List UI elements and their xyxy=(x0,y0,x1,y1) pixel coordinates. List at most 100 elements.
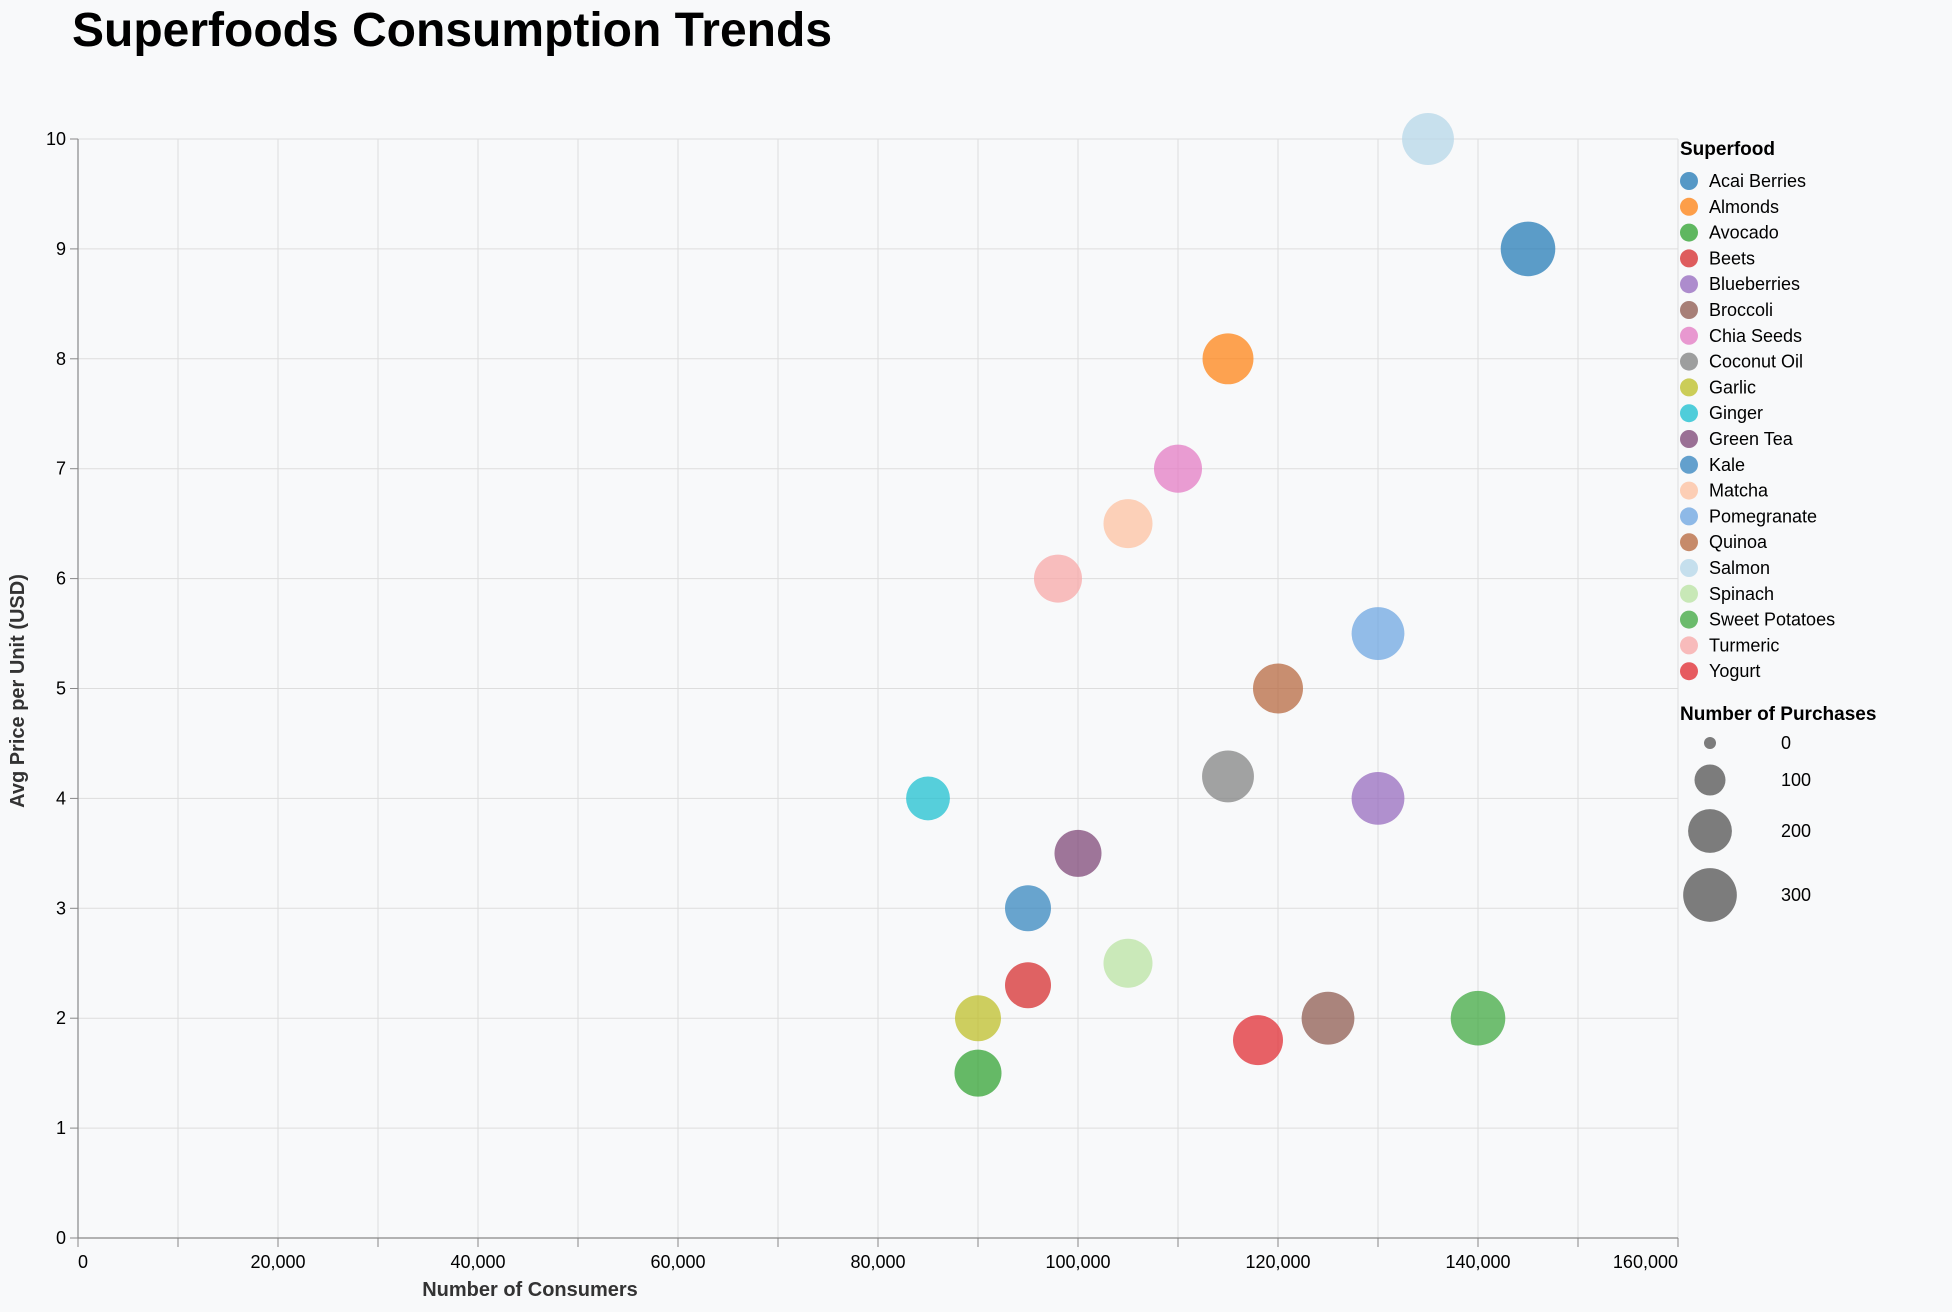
legend-label: Broccoli xyxy=(1709,300,1773,320)
legend-swatch xyxy=(1680,404,1698,423)
x-tick-label: 20,000 xyxy=(250,1252,305,1272)
size-legend-swatch xyxy=(1694,764,1726,796)
data-point xyxy=(1402,113,1454,165)
legend-swatch xyxy=(1680,378,1698,397)
data-point xyxy=(1103,499,1153,549)
data-point xyxy=(1202,333,1254,385)
y-axis-title: Avg Price per Unit (USD) xyxy=(7,574,29,808)
legend-label: Garlic xyxy=(1709,377,1756,397)
size-legend-label: 100 xyxy=(1781,770,1811,790)
data-point xyxy=(955,995,1001,1042)
legend-swatch xyxy=(1680,662,1698,681)
y-tick-label: 2 xyxy=(56,1008,66,1028)
x-tick-label: 40,000 xyxy=(450,1252,505,1272)
y-tick-label: 9 xyxy=(56,239,66,259)
data-point xyxy=(1005,885,1051,932)
x-tick-label: 160,000 xyxy=(1613,1252,1678,1272)
data-point xyxy=(1233,1015,1283,1066)
size-legend-swatch xyxy=(1683,868,1737,922)
x-tick-label: 80,000 xyxy=(850,1252,905,1272)
data-point xyxy=(954,1049,1002,1097)
legend-swatch xyxy=(1680,584,1698,603)
x-tick-label: 120,000 xyxy=(1245,1252,1310,1272)
legend-label: Coconut Oil xyxy=(1709,352,1803,372)
legend-swatch xyxy=(1680,172,1698,190)
legend-label: Beets xyxy=(1709,248,1755,268)
data-point xyxy=(1103,938,1153,988)
legend-swatch xyxy=(1680,249,1698,268)
y-tick-label: 7 xyxy=(56,459,66,479)
legend-swatch xyxy=(1680,275,1698,294)
legend-label: Spinach xyxy=(1709,584,1774,604)
y-tick-label: 10 xyxy=(46,129,66,149)
legend-swatch xyxy=(1680,455,1698,474)
data-point xyxy=(1351,772,1405,825)
legend-label: Blueberries xyxy=(1709,274,1800,294)
legend-label: Kale xyxy=(1709,455,1745,475)
x-tick-label: 0 xyxy=(78,1252,88,1272)
legend-swatch xyxy=(1680,326,1698,345)
size-legend-title: Number of Purchases xyxy=(1680,704,1876,725)
legend-swatch xyxy=(1680,481,1698,500)
data-point xyxy=(1153,444,1203,493)
color-legend-items: Acai Berries Almonds Avocado Beets Blueberri… xyxy=(1680,171,1835,681)
y-tick-label: 6 xyxy=(56,569,66,589)
data-point xyxy=(1450,990,1506,1046)
legend-swatch xyxy=(1680,223,1698,242)
legend-label: Avocado xyxy=(1709,223,1779,243)
x-axis-title: Number of Consumers xyxy=(422,1279,638,1301)
y-tick-label: 8 xyxy=(56,349,66,369)
size-legend-label: 200 xyxy=(1781,821,1811,841)
y-tick-label: 3 xyxy=(56,898,66,918)
legend-swatch xyxy=(1680,610,1698,629)
legend-swatch xyxy=(1680,197,1698,216)
data-point xyxy=(1253,663,1303,714)
legend-swatch xyxy=(1680,636,1698,655)
legend-swatch xyxy=(1680,533,1698,552)
legend-label: Turmeric xyxy=(1709,635,1779,655)
legend-label: Salmon xyxy=(1709,558,1770,578)
legend-label: Almonds xyxy=(1709,197,1779,217)
chart-title: Superfoods Consumption Trends xyxy=(72,4,832,57)
legend-label: Pomegranate xyxy=(1709,506,1817,526)
y-tick-label: 5 xyxy=(56,679,66,699)
axes: 0 20,000 40,000 60,000 80,000 100,000 120,000 1… xyxy=(46,129,1679,1272)
y-tick-label: 4 xyxy=(56,788,66,808)
legend-swatch xyxy=(1680,430,1698,448)
size-legend-swatch xyxy=(1704,737,1716,749)
y-tick-label: 1 xyxy=(56,1118,66,1138)
data-point xyxy=(1351,607,1405,660)
legend-label: Acai Berries xyxy=(1709,171,1806,191)
legend-label: Ginger xyxy=(1709,403,1763,423)
data-point xyxy=(1033,554,1083,603)
data-point xyxy=(1301,991,1355,1045)
data-point xyxy=(906,776,950,821)
y-tick-label: 0 xyxy=(56,1228,66,1248)
color-legend-title: Superfood xyxy=(1680,139,1775,160)
size-legend-swatch xyxy=(1688,809,1732,853)
legend-label: Matcha xyxy=(1709,481,1769,501)
data-point xyxy=(1005,962,1051,1009)
size-legend-label: 300 xyxy=(1781,885,1811,905)
legend-swatch xyxy=(1680,559,1698,577)
legend: Superfood Acai Berries Almonds Avocado Beet… xyxy=(1680,139,1876,922)
legend-swatch xyxy=(1680,507,1698,526)
data-point xyxy=(1500,221,1556,277)
data-points xyxy=(906,113,1556,1097)
data-point xyxy=(1054,829,1102,877)
legend-label: Chia Seeds xyxy=(1709,326,1802,346)
size-legend-items: 0 100 200 300 xyxy=(1683,733,1811,922)
x-tick-label: 140,000 xyxy=(1445,1252,1510,1272)
legend-swatch xyxy=(1680,301,1698,319)
x-tick-label: 60,000 xyxy=(650,1252,705,1272)
legend-label: Green Tea xyxy=(1709,429,1794,449)
legend-label: Quinoa xyxy=(1709,532,1768,552)
x-tick-label: 100,000 xyxy=(1045,1252,1110,1272)
legend-swatch xyxy=(1680,352,1698,371)
data-point xyxy=(1202,750,1254,803)
legend-label: Sweet Potatoes xyxy=(1709,610,1835,630)
legend-label: Yogurt xyxy=(1709,661,1760,681)
grid xyxy=(77,138,1679,1239)
size-legend-label: 0 xyxy=(1781,733,1791,753)
